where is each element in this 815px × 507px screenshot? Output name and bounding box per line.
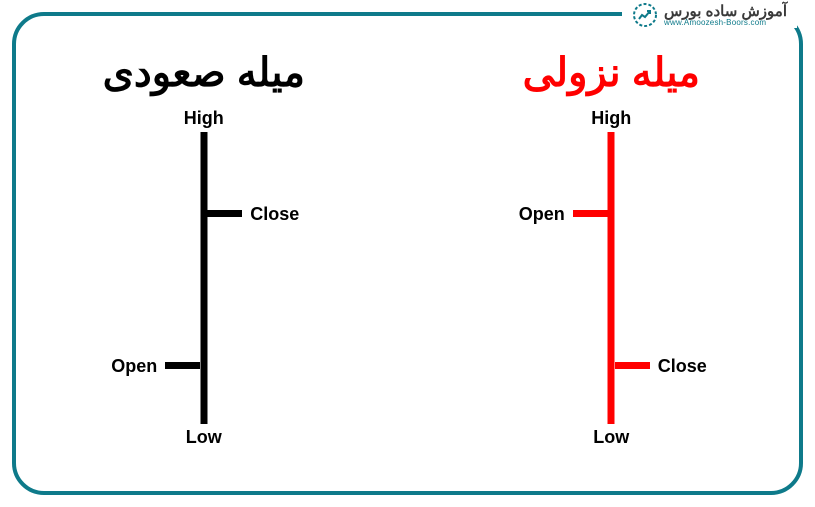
bullish-bar-graphic: High Open Close Low: [74, 108, 334, 448]
bearish-bar-panel: میله نزولی High Open Close Low: [451, 50, 771, 448]
bearish-open-tick: [573, 210, 608, 217]
bearish-open-label: Open: [519, 204, 565, 225]
diagram-content: میله صعودی High Open Close Low میله نزول…: [0, 50, 815, 487]
bullish-low-label: Low: [186, 427, 222, 448]
bullish-close-label: Close: [250, 204, 299, 225]
bearish-title: میله نزولی: [523, 50, 700, 96]
brand-logo: آموزش ساده بورس www.Amoozesh-Boors.com: [622, 2, 797, 28]
bearish-bar-graphic: High Open Close Low: [481, 108, 741, 448]
bullish-high-label: High: [184, 108, 224, 129]
logo-url: www.Amoozesh-Boors.com: [664, 19, 766, 27]
bullish-vertical-bar: [200, 132, 207, 424]
bullish-title: میله صعودی: [103, 50, 305, 96]
bearish-vertical-bar: [608, 132, 615, 424]
bearish-high-label: High: [591, 108, 631, 129]
bearish-close-tick: [615, 362, 650, 369]
bullish-open-label: Open: [111, 356, 157, 377]
bearish-close-label: Close: [658, 356, 707, 377]
logo-text-block: آموزش ساده بورس www.Amoozesh-Boors.com: [664, 4, 787, 27]
bullish-close-tick: [207, 210, 242, 217]
bearish-low-label: Low: [593, 427, 629, 448]
globe-chart-icon: [632, 2, 658, 28]
bullish-open-tick: [165, 362, 200, 369]
bullish-bar-panel: میله صعودی High Open Close Low: [44, 50, 364, 448]
logo-title: آموزش ساده بورس: [664, 4, 787, 19]
